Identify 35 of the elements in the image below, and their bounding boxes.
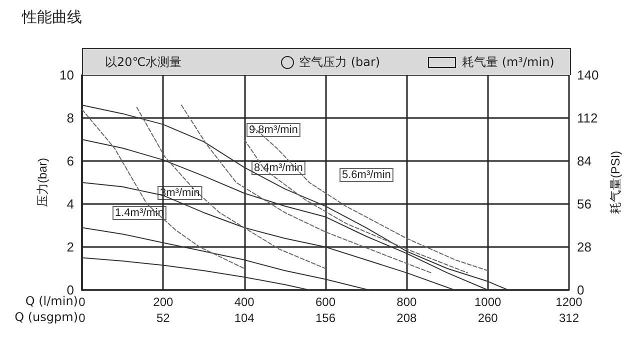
x-tick-label: 400: [234, 295, 255, 309]
y2-axis-title: 耗气量(PSI): [608, 150, 623, 214]
annotation: 9.8m³/min: [249, 124, 298, 136]
x-tick-label: 0: [78, 295, 86, 309]
x2-tick-label: 312: [558, 311, 580, 325]
x2-tick-label: 156: [315, 311, 336, 325]
y-tick-label: 2: [66, 240, 74, 254]
y-tick-label: 6: [66, 154, 74, 168]
text: 空气压力 (bar): [299, 54, 380, 70]
y2-tick-label: 140: [577, 68, 599, 82]
y-tick-label: 8: [66, 110, 74, 126]
y-tick-label: 10: [60, 68, 74, 82]
y-axis-title: 压力(bar): [36, 158, 50, 208]
x2-tick-label: 208: [396, 311, 417, 325]
y-tick-label: 4: [66, 196, 74, 212]
x2-axis-title: Q (usgpm): [14, 310, 78, 324]
text: 耗气量 (m³/min): [462, 54, 554, 70]
annotation: 5.6m³/min: [342, 169, 391, 181]
x2-tick-label: 104: [234, 311, 255, 325]
y2-tick-label: 56: [577, 196, 592, 212]
x2-tick-label: 52: [156, 311, 170, 325]
annotation: 1.4m³/min: [115, 207, 164, 219]
x-tick-label: 1200: [556, 295, 583, 309]
y2-tick-label: 0: [577, 282, 584, 298]
y2-tick-label: 84: [577, 154, 592, 168]
x-tick-label: 200: [153, 295, 174, 309]
x2-tick-label: 260: [478, 311, 498, 325]
x2-tick-label: 0: [78, 311, 86, 325]
text: 以20℃水测量: [105, 54, 182, 70]
x-tick-label: 600: [315, 295, 336, 309]
x-tick-label: 1000: [474, 295, 502, 309]
y2-tick-label: 112: [577, 110, 598, 126]
chart-title: 性能曲线: [22, 8, 82, 27]
x-tick-label: 800: [396, 295, 417, 309]
y2-tick-label: 28: [577, 240, 592, 254]
